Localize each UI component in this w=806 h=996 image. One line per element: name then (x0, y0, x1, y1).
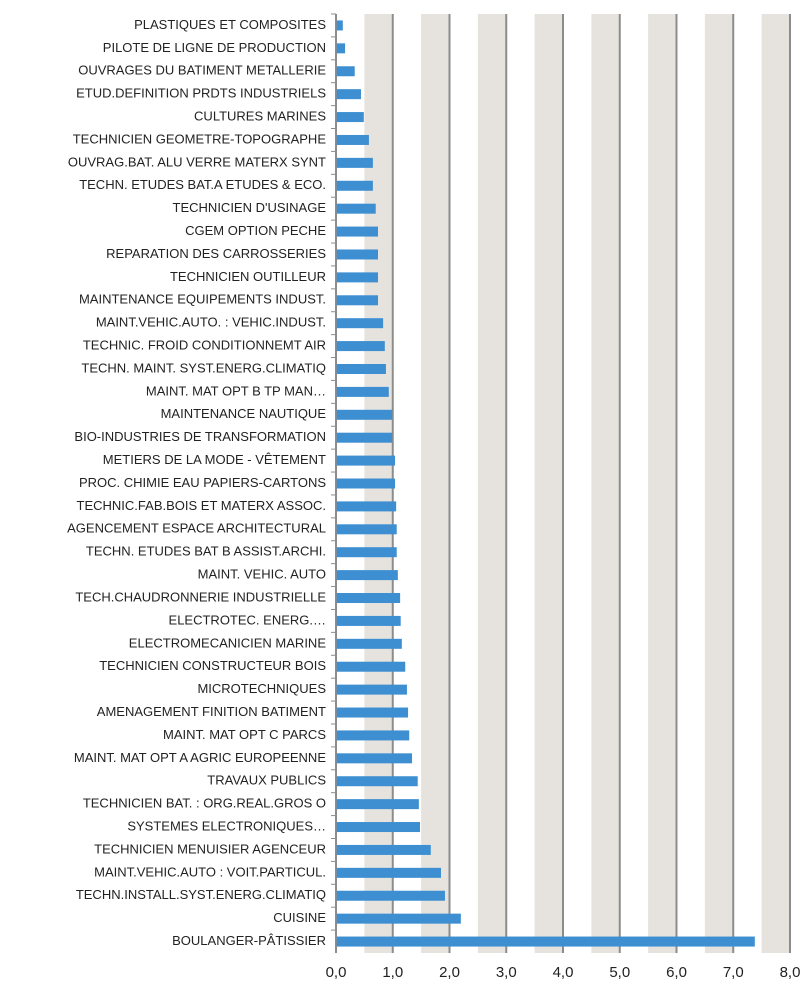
bar (336, 936, 755, 947)
bar (336, 295, 378, 306)
grid-band (704, 14, 734, 953)
bar (336, 524, 397, 535)
y-tick-label: ETUD.DEFINITION PRDTS INDUSTRIELS (76, 86, 326, 101)
y-tick-label: TECHNIC.FAB.BOIS ET MATERX ASSOC. (77, 498, 326, 513)
y-tick-label: OUVRAG.BAT. ALU VERRE MATERX SYNT (68, 154, 326, 169)
y-tick-label: MAINT.VEHIC.AUTO. : VEHIC.INDUST. (96, 315, 326, 330)
bar (336, 776, 418, 787)
y-tick-label: SYSTEMES ELECTRONIQUES… (127, 818, 326, 833)
bar (336, 180, 373, 191)
y-tick-label: CULTURES MARINES (194, 108, 326, 123)
x-tick-label: 1,0 (382, 964, 403, 981)
x-tick-label: 7,0 (723, 964, 744, 981)
y-tick-label: TECHN. MAINT. SYST.ENERG.CLIMATIQ (81, 360, 326, 375)
bar (336, 432, 393, 443)
x-tick-label: 2,0 (439, 964, 460, 981)
bar (336, 707, 409, 718)
bar (336, 913, 461, 924)
y-tick-label: BOULANGER-PÂTISSIER (172, 933, 326, 948)
bar (336, 799, 419, 810)
x-tick-label: 5,0 (609, 964, 630, 981)
bar (336, 478, 396, 489)
bar (336, 226, 378, 237)
y-tick-label: REPARATION DES CARROSSERIES (106, 246, 326, 261)
y-tick-label: PLASTIQUES ET COMPOSITES (134, 17, 326, 32)
bar (336, 43, 346, 54)
bar (336, 157, 373, 168)
bar (336, 890, 445, 901)
y-tick-label: TECHN.INSTALL.SYST.ENERG.CLIMATIQ (76, 887, 326, 902)
y-tick-label: BIO-INDUSTRIES DE TRANSFORMATION (74, 429, 326, 444)
y-tick-label: TECH.CHAUDRONNERIE INDUSTRIELLE (75, 589, 326, 604)
y-tick-label: TECHNICIEN OUTILLEUR (170, 269, 326, 284)
bar (336, 66, 355, 77)
bar (336, 684, 407, 695)
bar (336, 341, 385, 352)
y-tick-label: TECHNICIEN MENUISIER AGENCEUR (94, 841, 326, 856)
bar (336, 386, 389, 397)
bar (336, 570, 398, 581)
bar (336, 593, 401, 604)
bar (336, 134, 369, 145)
y-tick-label: CUISINE (273, 910, 326, 925)
x-tick-label: 3,0 (496, 964, 517, 981)
y-tick-label: MAINT.VEHIC.AUTO : VOIT.PARTICUL. (94, 864, 326, 879)
y-tick-label: ELECTROMECANICIEN MARINE (129, 635, 327, 650)
bar (336, 638, 402, 649)
bar (336, 272, 378, 283)
y-tick-label: MAINTENANCE NAUTIQUE (161, 406, 327, 421)
bar (336, 203, 376, 214)
x-tick-label: 8,0 (780, 964, 801, 981)
y-tick-label: TECHN. ETUDES BAT B ASSIST.ARCHI. (86, 544, 326, 559)
grid-band (421, 14, 450, 953)
bar (336, 455, 396, 466)
bar (336, 615, 401, 626)
y-tick-label: TRAVAUX PUBLICS (207, 773, 326, 788)
y-tick-label: PROC. CHIMIE EAU PAPIERS-CARTONS (79, 475, 326, 490)
grid-band (648, 14, 677, 953)
bar (336, 20, 343, 31)
y-tick-label: TECHNICIEN BAT. : ORG.REAL.GROS O (83, 796, 326, 811)
y-tick-label: METIERS DE LA MODE - VÊTEMENT (103, 452, 326, 467)
grid-band (591, 14, 620, 953)
grid-band (534, 14, 563, 953)
bar (336, 844, 431, 855)
x-tick-label: 0,0 (326, 964, 347, 981)
y-tick-label: TECHNICIEN D'USINAGE (173, 200, 327, 215)
bar (336, 753, 413, 764)
y-tick-label: MICROTECHNIQUES (197, 681, 326, 696)
y-tick-label: PILOTE DE LIGNE DE PRODUCTION (103, 40, 326, 55)
y-tick-label: MAINT. MAT OPT C PARCS (163, 727, 326, 742)
bar (336, 822, 420, 833)
grid-band (477, 14, 507, 953)
y-tick-label: ELECTROTEC. ENERG.… (169, 612, 326, 627)
y-tick-label: TECHNICIEN CONSTRUCTEUR BOIS (99, 658, 326, 673)
y-tick-label: TECHNICIEN GEOMETRE-TOPOGRAPHE (73, 131, 327, 146)
bar (336, 867, 441, 878)
bar (336, 249, 378, 260)
y-tick-label: AMENAGEMENT FINITION BATIMENT (97, 704, 326, 719)
y-tick-label: TECHNIC. FROID CONDITIONNEMT AIR (83, 338, 326, 353)
bar (336, 89, 361, 100)
y-tick-label: MAINT. MAT OPT B TP MAN… (146, 383, 326, 398)
bar (336, 363, 386, 374)
y-tick-label: CGEM OPTION PECHE (185, 223, 326, 238)
bar (336, 547, 397, 558)
y-tick-label: MAINT. VEHIC. AUTO (198, 567, 326, 582)
y-tick-label: TECHN. ETUDES BAT.A ETUDES & ECO. (79, 177, 326, 192)
bar (336, 661, 406, 672)
bar (336, 501, 397, 512)
x-tick-label: 6,0 (666, 964, 687, 981)
y-tick-label: OUVRAGES DU BATIMENT METALLERIE (78, 63, 326, 78)
x-tick-label: 4,0 (553, 964, 574, 981)
y-tick-label: AGENCEMENT ESPACE ARCHITECTURAL (67, 521, 326, 536)
bar (336, 409, 393, 420)
grid-band (761, 14, 790, 953)
bar (336, 730, 410, 741)
bar (336, 318, 384, 329)
y-tick-label: MAINT. MAT OPT A AGRIC EUROPEENNE (74, 750, 326, 765)
y-tick-label: MAINTENANCE EQUIPEMENTS INDUST. (79, 292, 326, 307)
bar (336, 112, 364, 123)
